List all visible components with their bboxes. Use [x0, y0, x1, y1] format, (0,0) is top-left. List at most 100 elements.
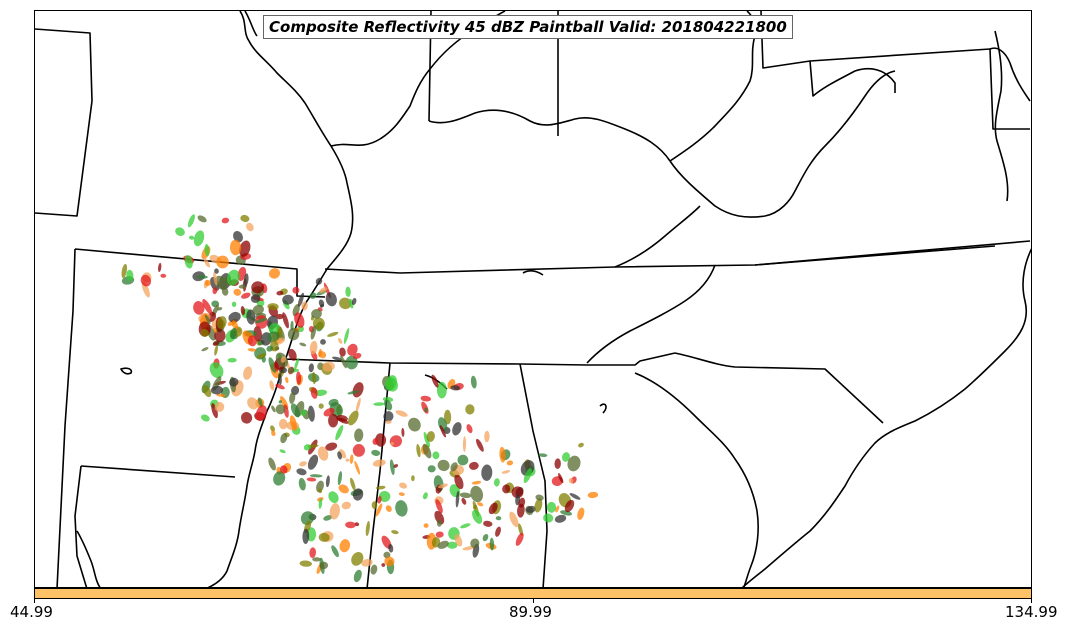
reflectivity-cell — [303, 444, 311, 451]
reflectivity-cell — [437, 540, 449, 549]
reflectivity-cell — [287, 367, 295, 374]
reflectivity-cell — [229, 239, 242, 256]
reflectivity-cell — [296, 371, 302, 385]
reflectivity-cell — [306, 477, 317, 482]
reflectivity-cell — [240, 412, 253, 424]
reflectivity-cell — [216, 255, 229, 269]
reflectivity-cell — [335, 425, 344, 441]
reflectivity-cell — [318, 351, 327, 359]
reflectivity-cell — [511, 486, 524, 499]
reflectivity-cell — [332, 356, 342, 361]
reflectivity-cell — [535, 494, 544, 501]
reflectivity-cell — [270, 425, 275, 432]
reflectivity-cell — [256, 353, 267, 359]
kentucky-virginia-border — [614, 205, 701, 268]
reflectivity-cell — [341, 501, 351, 510]
reflectivity-cell — [212, 341, 220, 346]
reflectivity-cell — [240, 306, 246, 316]
reflectivity-cell — [213, 272, 218, 286]
reflectivity-cell — [375, 485, 386, 490]
reflectivity-cell — [201, 347, 209, 352]
reflectivity-paintball-layer — [121, 214, 599, 583]
virginia-nc-border — [754, 240, 1031, 266]
reflectivity-cell — [210, 385, 223, 395]
reflectivity-cell — [499, 446, 506, 463]
reflectivity-cell — [452, 422, 462, 436]
reflectivity-cell — [323, 407, 335, 417]
reflectivity-cell — [296, 468, 307, 476]
reflectivity-cell — [280, 433, 288, 444]
reflectivity-cell — [329, 503, 340, 520]
reflectivity-cell — [325, 442, 338, 451]
reflectivity-cell — [384, 399, 393, 411]
reflectivity-cell — [275, 383, 285, 390]
reflectivity-cell — [299, 342, 307, 347]
lake-outline — [522, 270, 544, 276]
reflectivity-cell — [371, 449, 381, 456]
reflectivity-cell — [339, 347, 346, 357]
reflectivity-cell — [276, 290, 284, 296]
reflectivity-cell — [268, 357, 277, 373]
reflectivity-cell — [233, 231, 243, 243]
reflectivity-cell — [318, 498, 323, 509]
reflectivity-cell — [420, 395, 432, 402]
reflectivity-cell — [203, 258, 211, 268]
reflectivity-cell — [439, 425, 446, 438]
reflectivity-cell — [327, 331, 339, 337]
reflectivity-cell — [558, 473, 564, 484]
reflectivity-cell — [282, 294, 294, 305]
reflectivity-cell — [292, 286, 300, 294]
reflectivity-cell — [546, 501, 557, 513]
reflectivity-cell — [493, 478, 500, 487]
reflectivity-cell — [389, 459, 395, 476]
reflectivity-cell — [318, 488, 323, 494]
reflectivity-cell — [193, 230, 205, 247]
reflectivity-cell — [454, 474, 464, 490]
reflectivity-cell — [271, 430, 276, 437]
reflectivity-cell — [287, 327, 300, 341]
reflectivity-cell — [354, 460, 361, 475]
reflectivity-cell — [436, 519, 442, 527]
reflectivity-cell — [437, 459, 450, 472]
reflectivity-cell — [411, 475, 415, 482]
reflectivity-cell — [280, 465, 288, 474]
reflectivity-cell — [495, 526, 501, 537]
reflectivity-cell — [517, 503, 525, 518]
kentucky-north-border — [428, 109, 671, 162]
reflectivity-cell — [247, 397, 259, 410]
reflectivity-cell — [554, 458, 561, 469]
reflectivity-cell — [422, 443, 432, 459]
reflectivity-cell — [211, 403, 218, 419]
reflectivity-cell — [388, 544, 394, 553]
reflectivity-cell — [322, 361, 335, 372]
reflectivity-cell — [470, 375, 477, 389]
lake-outline — [599, 403, 607, 414]
reflectivity-cell — [280, 356, 287, 363]
reflectivity-cell — [352, 382, 364, 398]
reflectivity-cell — [250, 294, 261, 303]
reflectivity-cell — [459, 492, 472, 499]
reflectivity-cell — [384, 556, 395, 567]
reflectivity-cell — [385, 420, 392, 424]
colorbar-tick-label-min: 44.99 — [10, 603, 53, 621]
reflectivity-cell — [308, 363, 314, 373]
colorbar-tick-mark — [533, 599, 534, 603]
border-segment — [35, 100, 93, 217]
reflectivity-cell — [432, 451, 440, 460]
reflectivity-cell — [319, 287, 328, 294]
reflectivity-cell — [465, 404, 475, 415]
reflectivity-cell — [310, 325, 317, 340]
reflectivity-cell — [370, 564, 378, 575]
border-segment — [587, 352, 676, 366]
reflectivity-cell — [384, 375, 397, 391]
reflectivity-cell — [309, 547, 317, 559]
reflectivity-cell — [266, 345, 274, 352]
reflectivity-cell — [297, 292, 305, 307]
reflectivity-cell — [523, 468, 532, 483]
reflectivity-cell — [227, 357, 237, 363]
reflectivity-cell — [320, 339, 326, 345]
delaware-coast — [989, 47, 1031, 102]
reflectivity-cell — [373, 402, 385, 406]
colorbar-tick-label-max: 134.99 — [1005, 603, 1058, 621]
reflectivity-cell — [307, 454, 319, 470]
